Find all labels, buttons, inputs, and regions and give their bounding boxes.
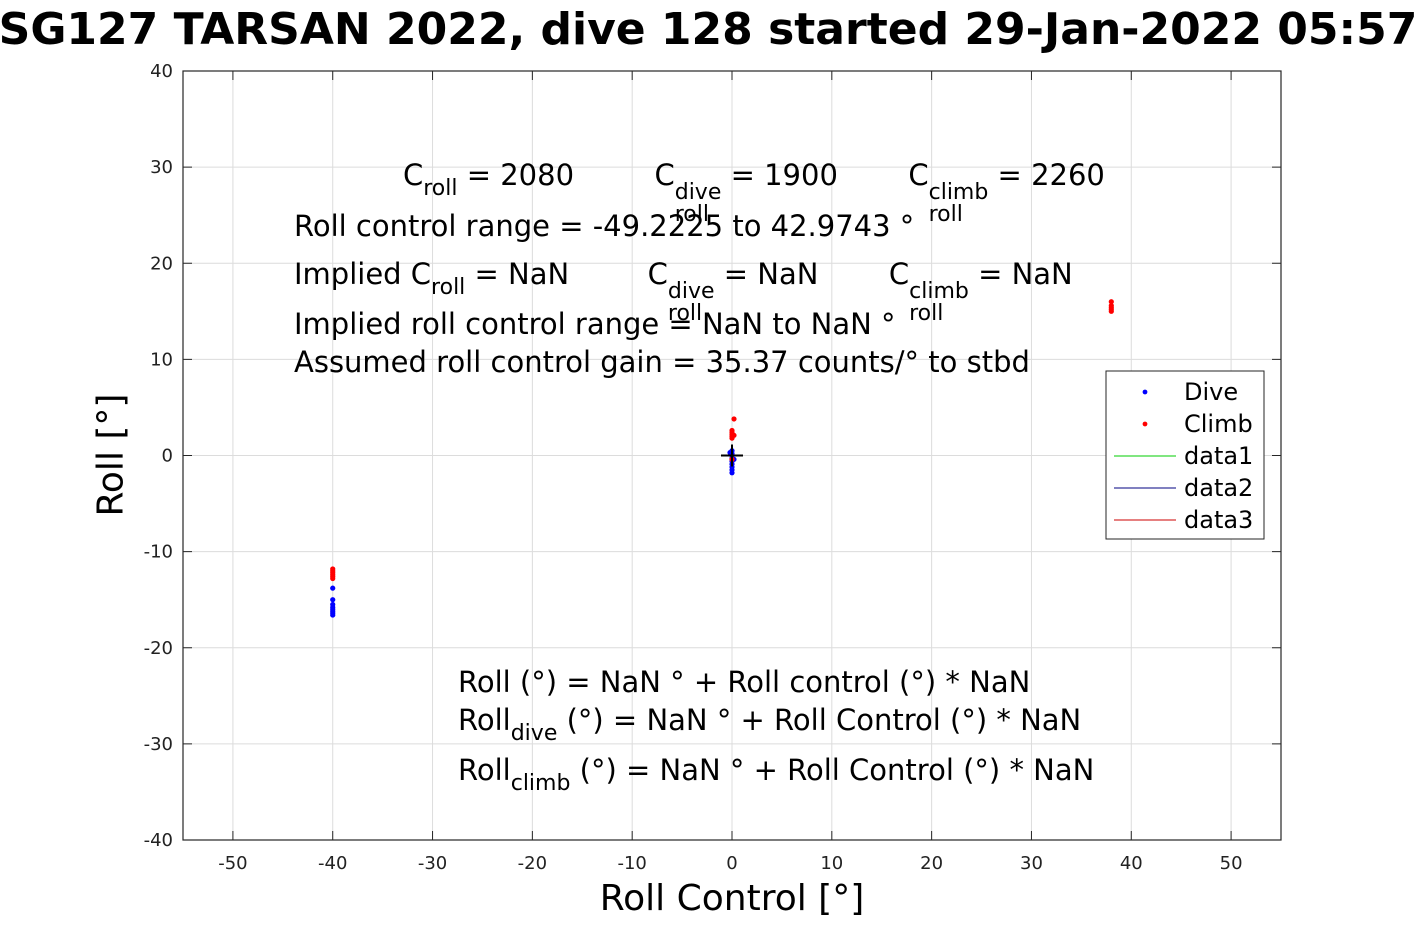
- y-tick-label: 30: [150, 157, 173, 178]
- x-tick-label: -40: [318, 853, 347, 874]
- x-tick-label: -10: [617, 853, 646, 874]
- dive-point: [729, 470, 735, 476]
- y-tick-label: -10: [144, 542, 173, 563]
- chart-title: SG127 TARSAN 2022, dive 128 started 29-J…: [0, 4, 1417, 55]
- c-roll-sub: roll: [423, 176, 458, 201]
- y-tick-label: 10: [150, 349, 173, 370]
- c-dive-supsub: dive roll: [674, 180, 722, 227]
- data-points: [330, 299, 1114, 618]
- c-roll-letter: C: [403, 158, 424, 192]
- eq3-roll: Roll: [458, 753, 511, 787]
- implied-climb-value: = NaN: [978, 257, 1073, 291]
- implied-prefix: Implied C: [294, 257, 432, 291]
- legend-label-climb: Climb: [1184, 410, 1253, 438]
- legend-label-data2: data2: [1184, 474, 1253, 502]
- y-tick-label: -40: [144, 830, 173, 851]
- legend-box: [1105, 370, 1265, 540]
- eq2-rest: (°) = NaN ° + Roll Control (°) * NaN: [557, 703, 1082, 737]
- c-dive-letter: C: [654, 158, 675, 192]
- axis-ticks: -50 -40 -30 -20 -10 0 10 20 30 40 50 -40 -30 -20 -10 0 1…: [144, 61, 1281, 874]
- climb-point: [1108, 299, 1114, 305]
- eq2-roll: Roll: [458, 703, 511, 737]
- annotation-range: Roll control range = -49.2225 to 42.9743…: [294, 209, 915, 243]
- y-tick-label: 40: [150, 61, 173, 82]
- eq3-sub: climb: [510, 771, 571, 796]
- c-dive-value: = 1900: [730, 158, 838, 192]
- y-tick-label: -30: [144, 734, 173, 755]
- implied-dive-letter: C: [647, 257, 668, 291]
- x-tick-label: 20: [920, 853, 943, 874]
- climb-point: [729, 427, 735, 434]
- c-roll-value: = 2080: [466, 158, 575, 192]
- legend-label-dive: Dive: [1184, 378, 1238, 406]
- implied-dive-supsub: dive roll: [667, 279, 715, 326]
- implied-value: = NaN: [474, 257, 570, 291]
- annotation-implied-range: Implied roll control range = NaN to NaN …: [294, 307, 896, 341]
- y-tick-label: -20: [144, 638, 173, 659]
- legend: Dive Climb data1 data2 data3: [1105, 370, 1265, 540]
- climb-point: [330, 575, 336, 582]
- y-tick-label: 20: [150, 253, 173, 274]
- implied-climb-letter: C: [888, 257, 910, 291]
- annotation-gain: Assumed roll control gain = 35.37 counts…: [294, 345, 1030, 379]
- annotation-eq3: Rollclimb (°) = NaN ° + Roll Control (°)…: [458, 753, 1095, 795]
- dive-point: [330, 612, 336, 618]
- eq3-rest: (°) = NaN ° + Roll Control (°) * NaN: [570, 753, 1095, 787]
- legend-marker-climb: [1142, 421, 1148, 427]
- x-tick-label: 30: [1020, 853, 1043, 874]
- legend-label-data1: data1: [1184, 442, 1253, 470]
- c-climb-value: = 2260: [997, 158, 1105, 192]
- y-tick-label: 0: [162, 446, 173, 467]
- implied-dive-value: = NaN: [723, 257, 819, 291]
- x-axis-label: Roll Control [°]: [599, 878, 865, 919]
- x-tick-label: 50: [1220, 853, 1243, 874]
- x-tick-label: -20: [518, 853, 547, 874]
- x-tick-label: -50: [218, 853, 247, 874]
- x-tick-label: 10: [820, 853, 843, 874]
- c-climb-letter: C: [908, 158, 929, 192]
- dive-point: [330, 601, 336, 608]
- x-tick-label: 40: [1120, 853, 1143, 874]
- c-climb-supsub: climb roll: [928, 180, 989, 227]
- annotation-eq1: Roll (°) = NaN ° + Roll control (°) * Na…: [458, 665, 1031, 699]
- y-axis-label: Roll [°]: [90, 393, 132, 517]
- eq2-sub: dive: [510, 721, 558, 746]
- dive-point: [330, 597, 336, 603]
- x-tick-label: -30: [418, 853, 447, 874]
- climb-point: [731, 432, 737, 438]
- dive-point: [330, 585, 336, 591]
- climb-point: [1108, 302, 1114, 309]
- implied-sub: roll: [431, 275, 466, 300]
- climb-point: [731, 416, 737, 422]
- legend-label-data3: data3: [1184, 506, 1253, 534]
- x-tick-label: 0: [726, 853, 737, 874]
- annotation-eq2: Rolldive (°) = NaN ° + Roll Control (°) …: [458, 703, 1082, 745]
- legend-marker-dive: [1142, 389, 1148, 395]
- implied-climb-supsub: climb roll: [909, 279, 969, 326]
